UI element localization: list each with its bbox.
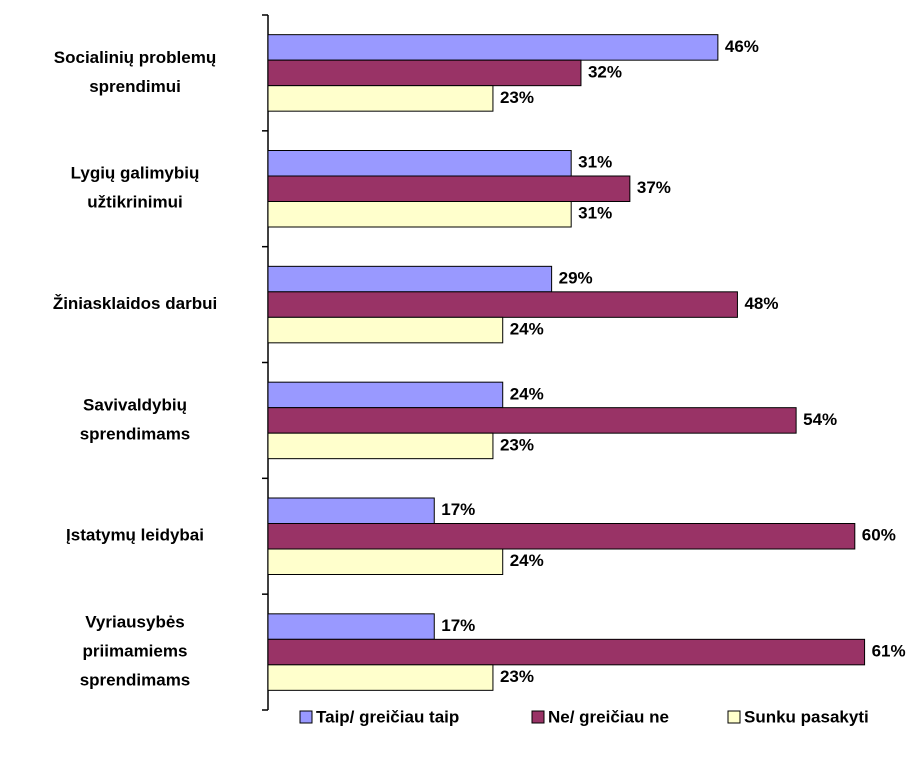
- data-label: 60%: [862, 526, 896, 545]
- bar: [267, 150, 572, 177]
- data-label: 31%: [578, 153, 612, 172]
- category-label: sprendimui: [89, 77, 181, 96]
- data-label: 17%: [441, 616, 475, 635]
- legend-label: Taip/ greičiau taip: [316, 707, 459, 726]
- data-label: 31%: [578, 204, 612, 223]
- bar: [267, 432, 494, 460]
- data-label: 24%: [510, 384, 544, 403]
- data-label: 32%: [588, 62, 622, 81]
- data-label: 48%: [744, 294, 778, 313]
- data-label: 23%: [500, 88, 534, 107]
- bar: [267, 265, 553, 293]
- bar: [267, 381, 504, 409]
- bar: [267, 85, 494, 112]
- category-label: Žiniasklaidos darbui: [53, 294, 217, 313]
- data-label: 23%: [500, 667, 534, 686]
- bar: [267, 407, 797, 434]
- legend-label: Ne/ greičiau ne: [548, 707, 669, 726]
- data-label: 37%: [637, 178, 671, 197]
- bar: [267, 291, 738, 318]
- bar: [267, 201, 572, 228]
- data-label: 24%: [510, 551, 544, 570]
- data-label: 46%: [725, 37, 759, 56]
- data-label: 54%: [803, 410, 837, 429]
- category-label: priimamiems: [83, 642, 188, 661]
- bar: [267, 34, 719, 61]
- bar: [267, 664, 494, 691]
- data-label: 24%: [510, 320, 544, 339]
- legend-swatch: [299, 710, 313, 724]
- legend-label: Sunku pasakyti: [744, 707, 869, 726]
- data-label: 29%: [559, 269, 593, 288]
- bar: [267, 523, 856, 550]
- bar: [267, 497, 435, 524]
- category-label: sprendimams: [80, 424, 191, 443]
- category-label: sprendimams: [80, 671, 191, 690]
- bar: [267, 175, 631, 202]
- category-label: Įstatymų leidybai: [66, 526, 204, 545]
- data-label: 23%: [500, 435, 534, 454]
- category-label: Socialinių problemų: [54, 48, 216, 67]
- bar: [267, 638, 866, 666]
- legend-swatch: [531, 710, 545, 724]
- category-label: užtikrinimui: [87, 193, 182, 212]
- bar: [267, 613, 435, 640]
- category-label: Savivaldybių: [83, 395, 187, 414]
- category-label: Vyriausybės: [85, 613, 185, 632]
- data-label: 17%: [441, 500, 475, 519]
- bar: [267, 548, 504, 575]
- bar: [267, 59, 582, 87]
- legend-swatch: [727, 710, 741, 724]
- data-label: 61%: [872, 642, 906, 661]
- category-label: Lygių galimybių: [71, 164, 200, 183]
- bar: [267, 316, 504, 344]
